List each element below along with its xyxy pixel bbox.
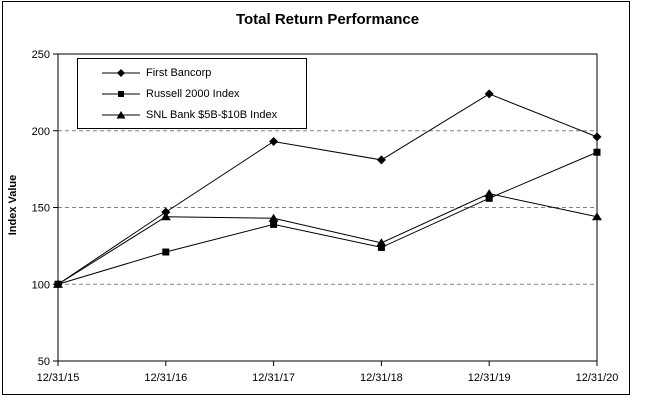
series-line-diamond: [57, 93, 598, 285]
diamond-marker-icon: [102, 68, 140, 77]
legend-label: First Bancorp: [146, 66, 212, 79]
data-point-triangle: [53, 279, 63, 288]
data-point-diamond: [376, 155, 386, 165]
x-tick-label: 12/31/20: [576, 372, 619, 384]
data-point-triangle: [376, 238, 387, 247]
triangle-marker-icon: [102, 110, 140, 118]
legend-item: First Bancorp: [102, 66, 306, 80]
y-tick-label: 250: [32, 49, 50, 61]
data-point-diamond: [484, 89, 494, 99]
legend-item: Russell 2000 Index: [102, 87, 306, 101]
y-tick-label: 100: [32, 279, 50, 291]
data-point-diamond: [269, 136, 279, 146]
legend-item: SNL Bank $5B-$10B Index: [102, 108, 306, 122]
data-point-diamond: [161, 207, 171, 217]
y-tick-label: 200: [32, 126, 50, 138]
legend: First Bancorp Russell 2000 Index SNL Ban…: [77, 58, 307, 129]
y-tick-label: 150: [32, 203, 50, 215]
x-tick-label: 12/31/19: [468, 372, 511, 384]
data-point-triangle: [592, 212, 602, 221]
legend-label: SNL Bank $5B-$10B Index: [146, 108, 278, 121]
x-tick-label: 12/31/16: [144, 372, 187, 384]
data-point-triangle: [484, 189, 495, 198]
x-tick-label: 12/31/17: [252, 372, 295, 384]
y-tick-label: 50: [38, 356, 50, 368]
data-point-square: [593, 148, 601, 156]
data-point-square: [162, 248, 170, 256]
legend-label: Russell 2000 Index: [146, 87, 240, 100]
data-point-diamond: [592, 132, 602, 142]
series-line-square: [57, 151, 598, 285]
chart-title: Total Return Performance: [235, 11, 420, 28]
x-tick-label: 12/31/18: [360, 372, 403, 384]
series-line-triangle: [57, 193, 598, 285]
data-point-triangle: [268, 213, 279, 222]
square-marker-icon: [102, 90, 140, 97]
x-tick-label: 12/31/15: [37, 372, 80, 384]
data-point-square: [270, 220, 278, 228]
y-axis-label: Index Value: [7, 174, 19, 236]
data-point-triangle: [160, 212, 171, 221]
